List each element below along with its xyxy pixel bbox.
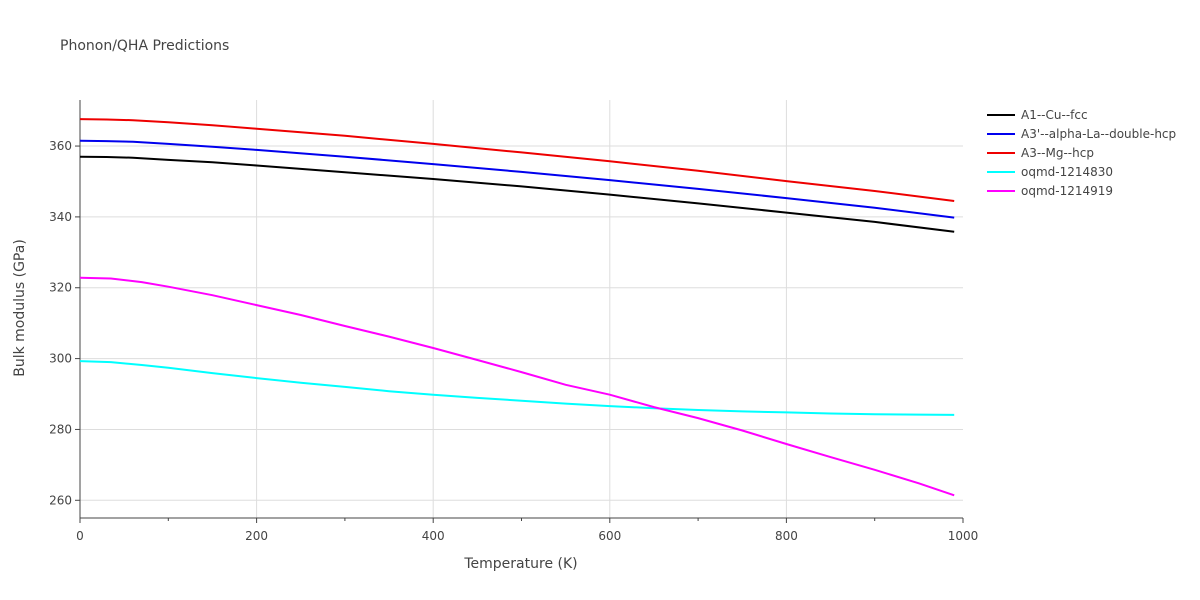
legend-label: oqmd-1214830 [1021, 165, 1113, 179]
legend-label: A3'--alpha-La--double-hcp [1021, 127, 1176, 141]
plot-area [79, 118, 955, 497]
series-line-oqmd-1214919 [79, 276, 955, 497]
x-tick-label: 400 [422, 529, 445, 543]
x-tick-label: 600 [598, 529, 621, 543]
series-line-a1-cu-fcc [79, 155, 955, 233]
y-axis-label: Bulk modulus (GPa) [12, 239, 28, 377]
legend: A1--Cu--fcc A3'--alpha-La--double-hcp A3--… [987, 108, 1176, 198]
y-tick-label: 260 [49, 493, 72, 507]
x-tick-label: 200 [245, 529, 268, 543]
series-line-a3-alpha-la-double-hcp [79, 139, 955, 219]
axes: 0 200 400 600 800 1000 260 280 300 320 340 360 [49, 100, 978, 543]
y-tick-label: 280 [49, 422, 72, 436]
x-tick-label: 1000 [948, 529, 979, 543]
chart-title: Phonon/QHA Predictions [60, 38, 229, 54]
legend-label: oqmd-1214919 [1021, 184, 1113, 198]
series-line-oqmd-1214830 [79, 360, 955, 416]
y-tick-label: 360 [49, 139, 72, 153]
y-tick-label: 300 [49, 352, 72, 366]
x-axis-label: Temperature (K) [463, 556, 577, 572]
grid [80, 100, 963, 518]
legend-label: A3--Mg--hcp [1021, 146, 1094, 160]
x-tick-label: 0 [76, 529, 84, 543]
x-tick-label: 800 [775, 529, 798, 543]
series-line-a3-mg-hcp [79, 118, 955, 202]
legend-label: A1--Cu--fcc [1021, 108, 1088, 122]
y-tick-label: 340 [49, 210, 72, 224]
y-tick-label: 320 [49, 281, 72, 295]
